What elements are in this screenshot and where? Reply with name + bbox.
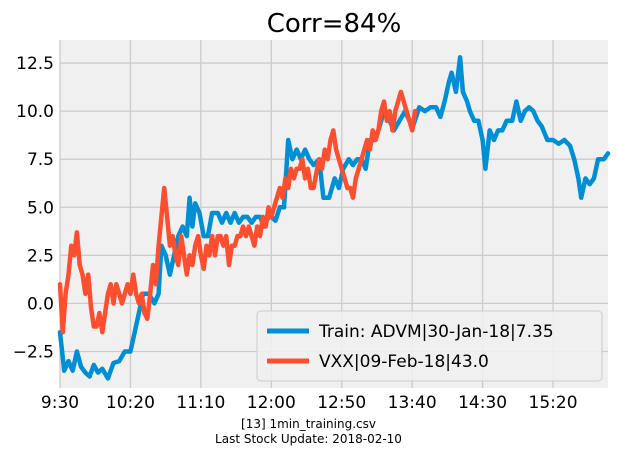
y-tick-label: 7.5	[27, 150, 54, 170]
x-tick-label: 10:20	[106, 393, 155, 413]
footer-last-update: Last Stock Update: 2018-02-10	[215, 432, 402, 446]
x-axis: 9:30 10:20 11:10 12:00 12:50 13:40 14:30 15:20	[41, 393, 578, 413]
series-line-1	[57, 55, 611, 381]
series-layer	[57, 55, 611, 381]
y-tick-label: 10.0	[16, 102, 54, 122]
legend: Train: ADVM|30-Jan-18|7.35 VXX|09-Feb-18|…	[256, 310, 603, 382]
x-tick-label: 15:20	[529, 393, 578, 413]
x-tick-label: 12:00	[247, 393, 296, 413]
x-tick-label: 14:30	[458, 393, 507, 413]
chart-title: Corr=84%	[267, 9, 402, 39]
x-tick-label: 11:10	[176, 393, 225, 413]
y-tick-label: 5.0	[27, 198, 54, 218]
series-line-2	[57, 89, 418, 335]
y-tick-label: −2.5	[13, 342, 54, 362]
legend-label-2: VXX|09-Feb-18|43.0	[319, 352, 489, 372]
x-tick-label: 13:40	[388, 393, 437, 413]
y-tick-label: 0.0	[27, 294, 54, 314]
y-tick-label: 12.5	[16, 54, 54, 74]
footer-filename: [13] 1min_training.csv	[241, 417, 376, 431]
y-tick-label: 2.5	[27, 246, 54, 266]
legend-label-1: Train: ADVM|30-Jan-18|7.35	[318, 322, 554, 342]
x-tick-label: 9:30	[41, 393, 79, 413]
y-axis: −2.5 0.0 2.5 5.0 7.5 10.0 12.5	[13, 54, 54, 362]
legend-box	[256, 310, 603, 382]
x-tick-label: 12:50	[317, 393, 366, 413]
